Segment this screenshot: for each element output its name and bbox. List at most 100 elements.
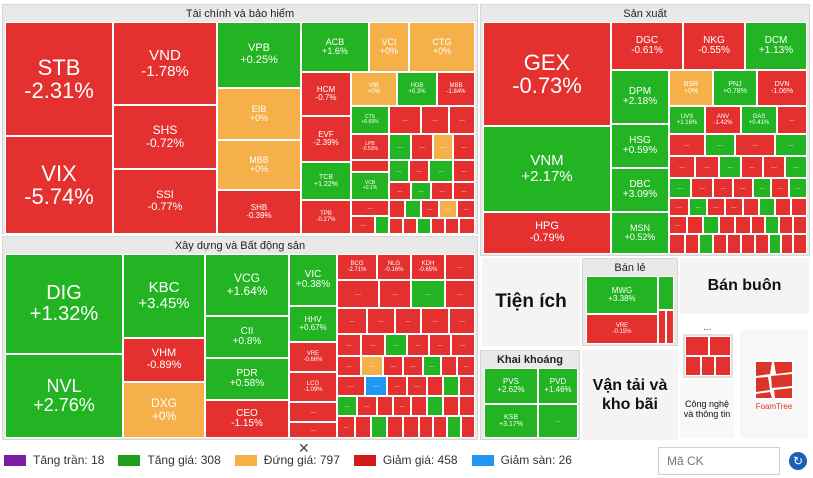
stock-tile-hdb[interactable]: HDB +0.3% <box>397 72 437 106</box>
stock-tile-nlg[interactable]: NLG -0.16% <box>377 254 411 280</box>
stock-tile-small[interactable]: ... <box>337 280 379 308</box>
stock-tile-small[interactable]: ... <box>725 198 743 216</box>
stock-tile-msn[interactable]: MSN +0.52% <box>611 212 669 254</box>
stock-tile-small[interactable]: ... <box>389 106 421 134</box>
stock-tile-small[interactable]: ... <box>733 178 753 198</box>
stock-tile-small[interactable]: ... <box>365 376 387 396</box>
stock-tile-small[interactable] <box>387 416 403 438</box>
stock-tile-hsg[interactable]: HSG +0.59% <box>611 124 669 168</box>
stock-tile-small[interactable]: ... <box>753 178 771 198</box>
stock-tile-vix[interactable]: VIX -5.74% <box>5 136 113 234</box>
stock-tile-small[interactable] <box>405 200 421 218</box>
stock-tile-small[interactable] <box>419 416 433 438</box>
stock-tile-small[interactable] <box>666 310 674 344</box>
stock-tile-small[interactable] <box>431 218 445 234</box>
stock-tile-pvd[interactable]: PVD +1.46% <box>538 368 578 404</box>
stock-tile-small[interactable] <box>658 310 666 344</box>
stock-tile-kdh[interactable]: KDH -0.65% <box>411 254 445 280</box>
stock-tile-small[interactable] <box>741 234 755 254</box>
stock-tile-bcg[interactable]: BCG -2.71% <box>337 254 377 280</box>
stock-tile-ctg[interactable]: CTG +0% <box>409 22 475 72</box>
stock-tile-small[interactable]: ... <box>357 396 377 416</box>
stock-tile-small[interactable]: ... <box>361 334 385 356</box>
stock-tile-small[interactable] <box>403 416 419 438</box>
stock-tile-dvn[interactable]: DVN -1.06% <box>757 70 807 106</box>
stock-tile-small[interactable] <box>441 356 457 376</box>
stock-tile-small[interactable]: ... <box>453 160 475 182</box>
stock-tile-small[interactable]: ... <box>407 376 427 396</box>
stock-tile-anv[interactable]: ANV -1.42% <box>705 106 741 134</box>
stock-tile-small[interactable] <box>417 218 431 234</box>
stock-tile-small[interactable]: ... <box>707 198 725 216</box>
sector-transport[interactable]: Vận tải và kho bãi <box>582 350 678 440</box>
stock-tile-small[interactable]: ... <box>453 182 475 200</box>
stock-tile-vci[interactable]: VCI +0% <box>369 22 409 72</box>
stock-tile-pdr[interactable]: PDR +0.58% <box>205 358 289 400</box>
stock-tile-small[interactable] <box>699 234 713 254</box>
stock-tile-ceo[interactable]: CEO -1.15% <box>205 400 289 438</box>
refresh-icon[interactable]: ↻ <box>789 452 807 470</box>
stock-tile-small[interactable] <box>743 198 759 216</box>
stock-tile-small[interactable]: ... <box>411 134 433 160</box>
stock-tile-vcg[interactable]: VCG +1.64% <box>205 254 289 316</box>
stock-tile-dgc[interactable]: DGC -0.61% <box>611 22 683 70</box>
stock-tile-shs[interactable]: SHS -0.72% <box>113 105 217 169</box>
stock-tile-small[interactable] <box>719 216 735 234</box>
sector-wholesale[interactable]: Bán buôn <box>680 258 809 314</box>
stock-tile-small[interactable]: ... <box>337 334 361 356</box>
stock-tile-small[interactable] <box>669 234 685 254</box>
stock-tile-small[interactable] <box>779 216 793 234</box>
stock-tile-small[interactable] <box>403 218 417 234</box>
stock-tile-small[interactable]: ... <box>538 404 578 438</box>
stock-tile-vhm[interactable]: VHM -0.89% <box>123 338 205 382</box>
stock-tile-small[interactable]: ... <box>421 308 449 334</box>
stock-tile-small[interactable] <box>658 276 674 310</box>
stock-tile-dcm[interactable]: DCM +1.13% <box>745 22 807 70</box>
stock-tile-small[interactable]: ... <box>735 134 775 156</box>
stock-tile-small[interactable] <box>685 234 699 254</box>
stock-tile-small[interactable] <box>445 218 459 234</box>
stock-tile-small[interactable] <box>447 416 461 438</box>
stock-tile-small[interactable] <box>793 216 807 234</box>
stock-tile-small[interactable] <box>433 416 447 438</box>
stock-tile-small[interactable] <box>371 416 387 438</box>
stock-tile-small[interactable]: ... <box>775 134 807 156</box>
stock-tile-small[interactable] <box>355 416 371 438</box>
stock-tile-small[interactable]: ... <box>361 356 383 376</box>
stock-tile-vic[interactable]: VIC +0.38% <box>289 254 337 306</box>
stock-tile-small[interactable]: ... <box>429 334 451 356</box>
stock-tile-acb[interactable]: ACB +1.6% <box>301 22 369 72</box>
mini-tile[interactable] <box>701 356 715 376</box>
stock-tile-vnm[interactable]: VNM +2.17% <box>483 126 611 212</box>
stock-tile-small[interactable]: ... <box>431 182 453 200</box>
stock-tile-mbb[interactable]: MBB +0% <box>217 140 301 190</box>
stock-tile-small[interactable]: ... <box>457 200 475 218</box>
stock-tile-small[interactable] <box>687 216 703 234</box>
stock-tile-small[interactable]: ... <box>393 396 411 416</box>
stock-tile-small[interactable]: ... <box>457 356 475 376</box>
stock-tile-small[interactable] <box>427 396 443 416</box>
stock-tile-small[interactable]: ... <box>337 376 365 396</box>
stock-tile-small[interactable]: ... <box>695 156 719 178</box>
stock-tile-small[interactable]: ... <box>389 182 411 200</box>
stock-tile-cts[interactable]: CTS +0.69% <box>351 106 389 134</box>
stock-tile-small[interactable] <box>389 218 403 234</box>
stock-tile-cii[interactable]: CII +0.8% <box>205 316 289 358</box>
stock-tile-small[interactable] <box>781 234 793 254</box>
stock-tile-small[interactable]: ... <box>445 280 475 308</box>
stock-tile-small[interactable]: ... <box>337 308 367 334</box>
stock-tile-small[interactable] <box>765 216 779 234</box>
stock-tile-small[interactable] <box>375 216 389 234</box>
stock-tile-small[interactable]: ... <box>421 200 439 218</box>
stock-tile-small[interactable]: ... <box>705 134 735 156</box>
stock-tile-vre[interactable]: VRE -0.15% <box>586 314 658 344</box>
stock-tile-kbc[interactable]: KBC +3.45% <box>123 254 205 338</box>
stock-tile-small[interactable]: ... <box>383 356 403 376</box>
stock-tile-small[interactable]: ... <box>763 156 785 178</box>
stock-tile-small[interactable]: ... <box>389 160 409 182</box>
stock-tile-eib[interactable]: EIB +0% <box>217 88 301 140</box>
stock-tile-small[interactable]: ... <box>689 198 707 216</box>
stock-tile-small[interactable] <box>775 198 791 216</box>
stock-tile-tpb[interactable]: TPB -0.27% <box>301 200 351 234</box>
stock-tile-small[interactable]: ... <box>411 182 431 200</box>
